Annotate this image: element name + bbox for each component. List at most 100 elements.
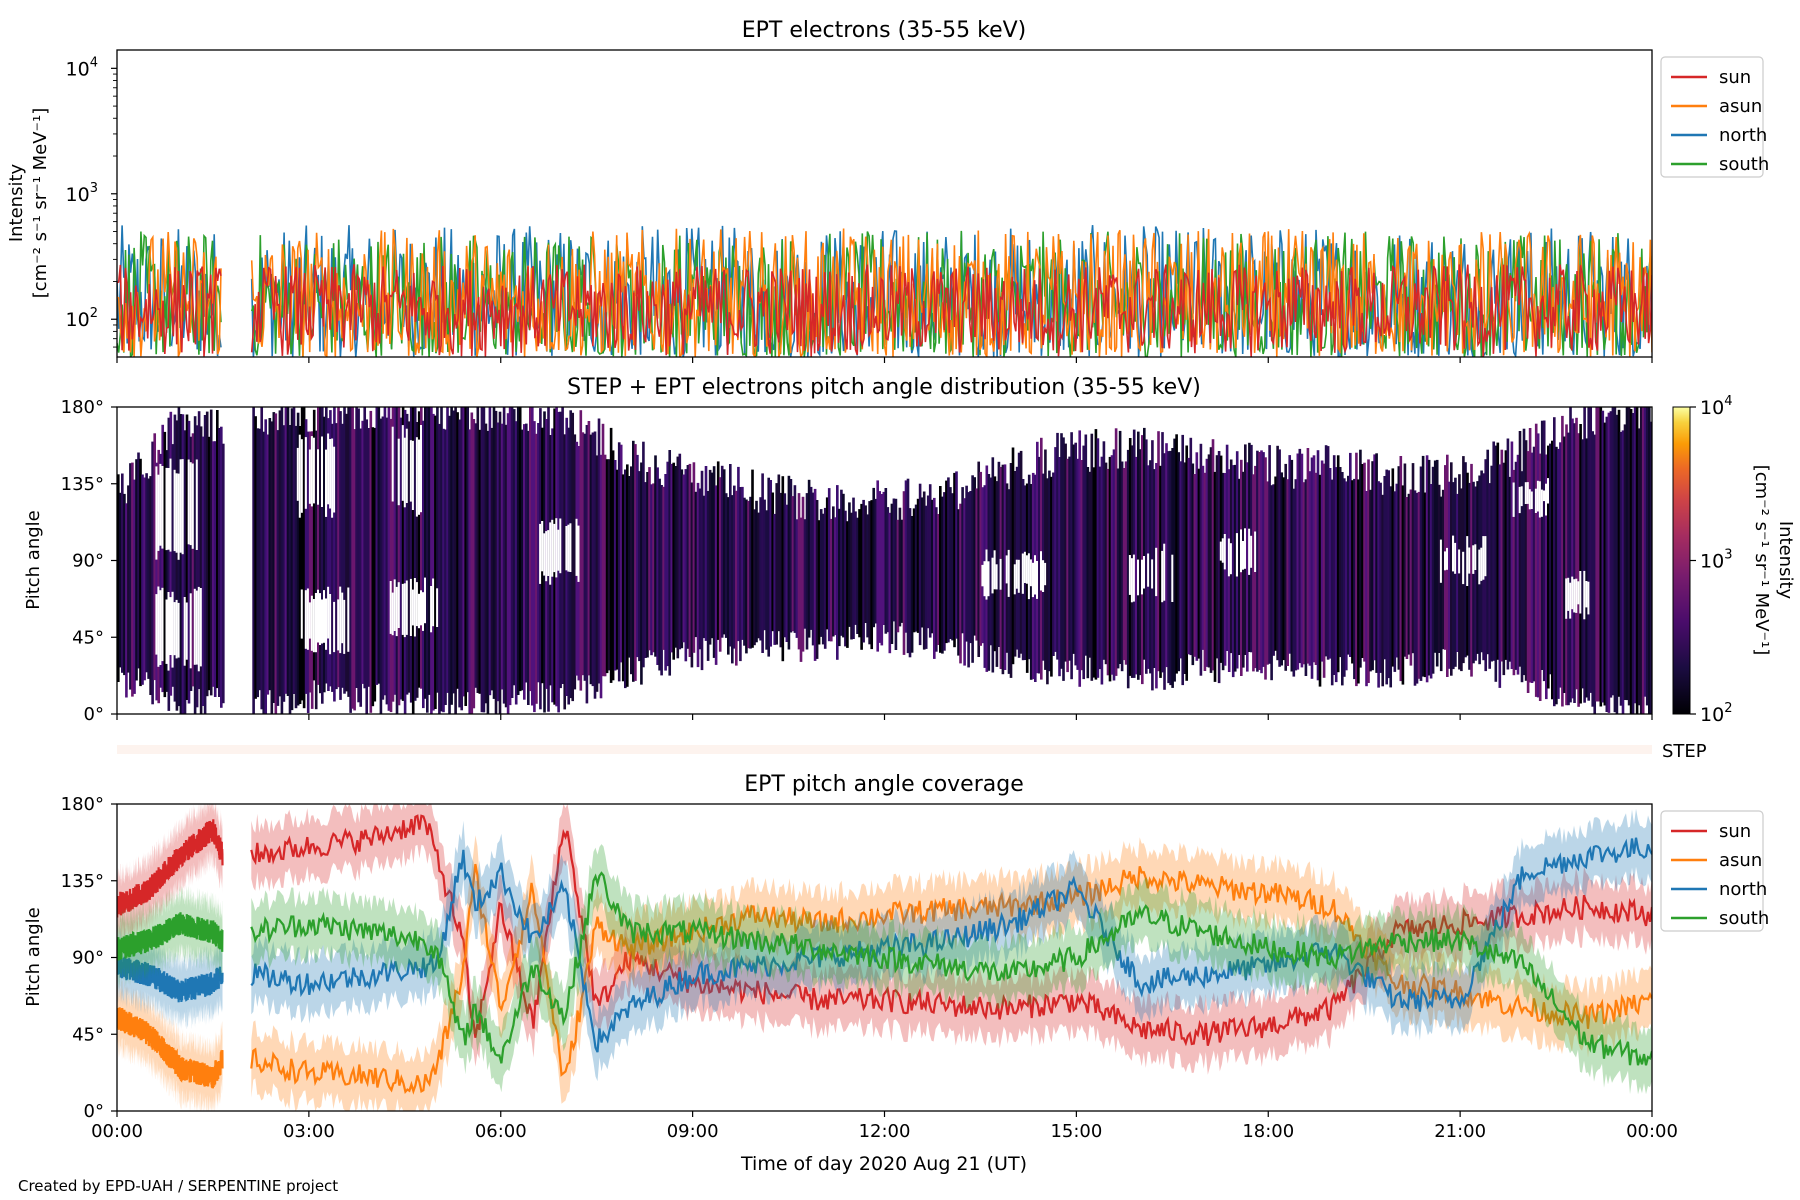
heatmap-cell xyxy=(203,415,207,714)
heatmap-cell xyxy=(749,496,752,649)
heatmap-cell xyxy=(422,420,425,709)
heatmap-cell xyxy=(1528,428,1532,683)
heatmap-cell xyxy=(716,461,720,640)
heatmap-empty-cell xyxy=(329,594,332,655)
heatmap-empty-cell xyxy=(191,463,195,549)
heatmap-empty-cell xyxy=(1540,489,1544,517)
heatmap-cell xyxy=(708,469,712,645)
heatmap-cell xyxy=(781,476,785,662)
heatmap-empty-cell xyxy=(1242,541,1245,570)
heatmap-cell xyxy=(1102,441,1106,660)
heatmap-cell xyxy=(1122,468,1126,661)
heatmap-cell xyxy=(1064,443,1067,662)
heatmap-cell xyxy=(258,428,262,691)
colorbar-tick-label: 103 xyxy=(1700,548,1732,573)
heatmap-cell xyxy=(1557,448,1560,699)
heatmap-cell xyxy=(484,423,488,704)
heatmap-empty-cell xyxy=(159,463,163,546)
heatmap-cell xyxy=(149,476,152,695)
heatmap-cell xyxy=(452,410,455,694)
heatmap-cell xyxy=(329,410,332,687)
heatmap-cell xyxy=(141,474,144,685)
heatmap-cell xyxy=(1579,424,1582,704)
heatmap-cell xyxy=(621,474,625,682)
heatmap-cell xyxy=(500,423,504,690)
heatmap-cell xyxy=(1038,456,1041,674)
heatmap-cell xyxy=(222,443,225,704)
heatmap-cell xyxy=(294,425,298,709)
heatmap-cell xyxy=(714,485,718,665)
heatmap-empty-cell xyxy=(1161,550,1164,603)
heatmap-empty-cell xyxy=(323,590,326,643)
heatmap-cell xyxy=(706,491,710,661)
heatmap-cell xyxy=(866,514,869,638)
heatmap-cell xyxy=(793,485,797,633)
heatmap-cell xyxy=(216,410,219,689)
x-tick-label: 15:00 xyxy=(1050,1121,1102,1142)
heatmap-cell xyxy=(1246,462,1249,672)
heatmap-cell xyxy=(407,421,411,693)
heatmap-cell xyxy=(1635,407,1639,714)
heatmap-empty-cell xyxy=(1575,578,1578,613)
heatmap-cell xyxy=(1542,420,1546,682)
heatmap-cell xyxy=(127,485,130,673)
heatmap-cell xyxy=(634,444,637,681)
heatmap-empty-cell xyxy=(983,561,987,597)
heatmap-cell xyxy=(1549,443,1552,675)
colorbar-label-unit: [cm⁻² s⁻¹ sr⁻¹ MeV⁻¹] xyxy=(1751,465,1772,656)
heatmap-cell xyxy=(502,407,506,704)
heatmap-cell xyxy=(898,507,902,627)
heatmap-cell xyxy=(274,413,278,714)
heatmap-cell xyxy=(959,503,962,664)
legend-label-north: north xyxy=(1719,125,1767,146)
heatmap-cell xyxy=(1134,456,1138,675)
heatmap-cell xyxy=(801,496,805,652)
heatmap-cell xyxy=(444,429,447,705)
heatmap-cell xyxy=(456,412,459,689)
y-tick-label: 135° xyxy=(61,871,104,892)
heatmap-cell xyxy=(1324,445,1328,657)
heatmap-cell xyxy=(286,407,290,696)
heatmap-cell xyxy=(926,495,930,629)
heatmap-cell xyxy=(1530,452,1534,683)
heatmap-cell xyxy=(129,463,132,690)
heatmap-cell xyxy=(862,499,865,643)
heatmap-cell xyxy=(967,492,970,668)
heatmap-cell xyxy=(1126,449,1130,689)
heatmap-cell xyxy=(1460,488,1463,672)
heatmap-cell xyxy=(611,450,615,681)
heatmap-empty-cell xyxy=(1484,536,1488,577)
heatmap-cell xyxy=(1092,467,1096,678)
panel2-x-ticks xyxy=(116,714,1653,720)
heatmap-empty-cell xyxy=(167,592,171,671)
legend-label-asun: asun xyxy=(1719,850,1762,871)
panel2-title: STEP + EPT electrons pitch angle distrib… xyxy=(567,375,1201,400)
heatmap-empty-cell xyxy=(183,597,187,666)
heatmap-cell xyxy=(339,411,342,700)
heatmap-cell xyxy=(678,453,682,650)
heatmap-cell xyxy=(945,480,948,644)
heatmap-cell xyxy=(735,490,738,666)
heatmap-cell xyxy=(832,506,835,637)
heatmap-cell xyxy=(357,408,360,703)
heatmap-cell xyxy=(619,444,623,663)
heatmap-cell xyxy=(448,415,451,714)
heatmap-cell xyxy=(191,433,195,687)
heatmap-cell xyxy=(1137,431,1140,680)
heatmap-cell xyxy=(1056,432,1059,660)
heatmap-cell xyxy=(872,487,876,628)
heatmap-cell xyxy=(1375,453,1378,673)
heatmap-empty-cell xyxy=(401,425,405,501)
heatmap-cell xyxy=(516,407,520,695)
heatmap-cell xyxy=(377,407,381,684)
heatmap-cell xyxy=(722,469,726,635)
heatmap-cell xyxy=(1633,407,1637,704)
heatmap-empty-cell xyxy=(1452,535,1455,572)
heatmap-cell xyxy=(1116,468,1120,669)
heatmap-empty-cell xyxy=(1458,549,1461,574)
pitch-angle-distribution-panel: STEP + EPT electrons pitch angle distrib… xyxy=(23,375,1796,726)
heatmap-cell xyxy=(1082,445,1086,680)
heatmap-cell xyxy=(1072,444,1075,654)
heatmap-cell xyxy=(710,472,714,639)
y-tick-label: 102 xyxy=(66,306,98,331)
